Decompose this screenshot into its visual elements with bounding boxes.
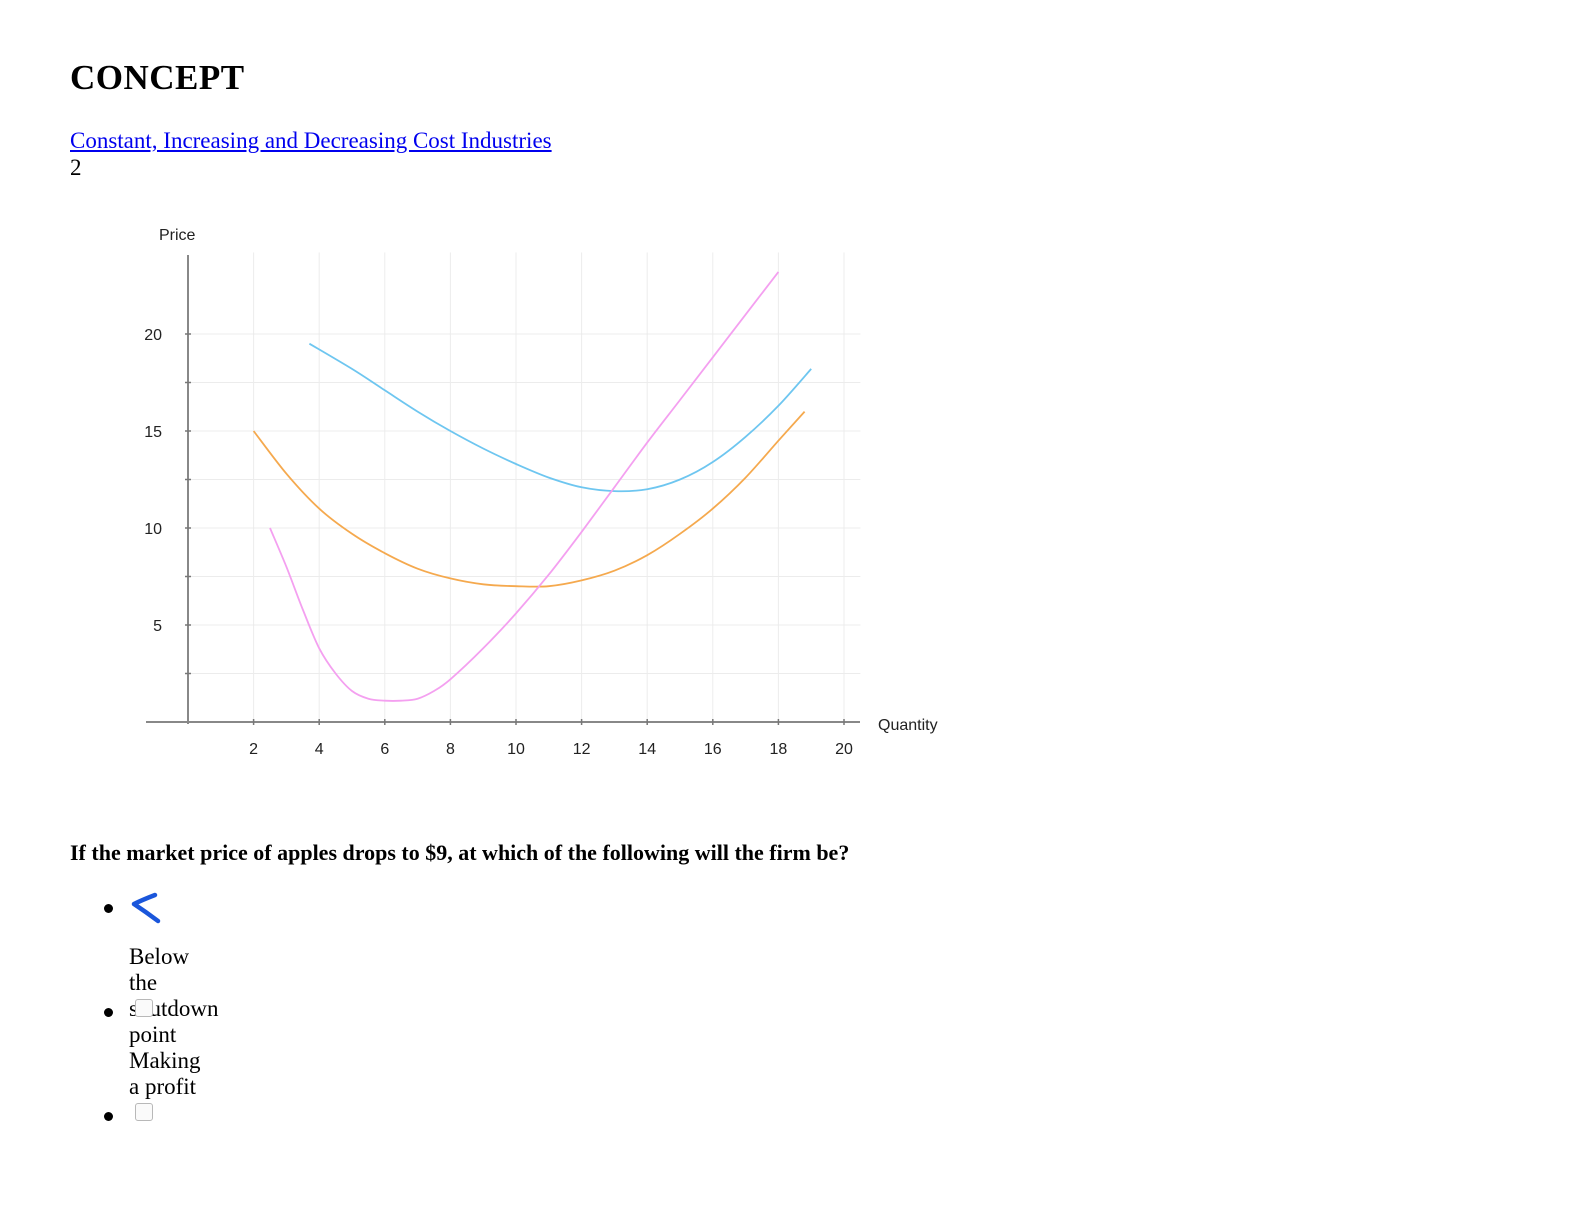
- x-tick-label: 8: [446, 741, 455, 758]
- series-line-2: [252, 411, 806, 588]
- chart-axes: [146, 255, 860, 724]
- option-label: Making a profit: [129, 1048, 201, 1099]
- x-tick-label: 14: [638, 741, 656, 758]
- x-tick-label: 20: [835, 741, 853, 758]
- concept-link[interactable]: Constant, Increasing and Decreasing Cost…: [70, 128, 552, 153]
- x-tick-label: 4: [315, 741, 324, 758]
- bullet-icon: [104, 1112, 113, 1121]
- y-tick-label: 20: [144, 327, 162, 344]
- x-tick-label: 18: [770, 741, 788, 758]
- x-tick-label: 2: [249, 741, 258, 758]
- bullet-icon: [104, 904, 113, 913]
- y-tick-label: 10: [144, 521, 162, 538]
- x-mark-icon[interactable]: [128, 892, 164, 926]
- page-title: CONCEPT: [70, 58, 245, 97]
- checkbox[interactable]: [135, 999, 153, 1017]
- option-label: Below the shutdown point: [129, 944, 219, 1047]
- concept-number: 2: [70, 155, 82, 180]
- chart-ticks: 5 10 15 20 2 4 6 8 10 12 14 16 18 20: [144, 327, 853, 758]
- y-axis-label: Price: [159, 227, 196, 244]
- checkbox[interactable]: [135, 1103, 153, 1121]
- x-tick-label: 12: [573, 741, 591, 758]
- x-tick-label: 16: [704, 741, 722, 758]
- y-tick-label: 15: [144, 424, 162, 441]
- y-tick-label: 5: [153, 618, 162, 635]
- x-tick-label: 10: [507, 741, 525, 758]
- chart-grid: [188, 252, 861, 722]
- series-line-1: [308, 342, 812, 493]
- cost-curves-chart: 5 10 15 20 2 4 6 8 10 12 14 16 18 20 Price Quantity: [144, 227, 938, 758]
- chart-series: [252, 271, 812, 702]
- bullet-icon: [104, 1008, 113, 1017]
- series-line-3: [269, 271, 780, 702]
- question-text: If the market price of apples drops to $…: [70, 840, 850, 865]
- x-tick-label: 6: [380, 741, 389, 758]
- x-axis-label: Quantity: [878, 717, 938, 734]
